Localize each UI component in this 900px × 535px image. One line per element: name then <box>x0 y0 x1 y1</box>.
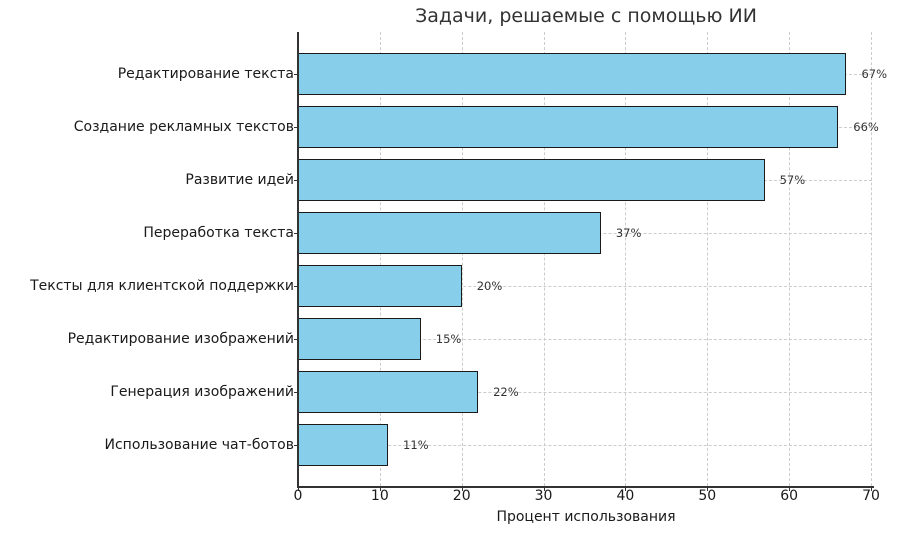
bar <box>298 159 765 201</box>
bar-value-label: 11% <box>403 438 429 452</box>
vertical-gridline <box>543 32 545 486</box>
bar-value-label: 15% <box>435 332 462 346</box>
x-tick <box>871 487 872 491</box>
x-tick-label: 10 <box>370 488 389 504</box>
x-tick-label: 50 <box>698 488 717 504</box>
x-tick-label: 70 <box>862 488 880 504</box>
horizontal-gridline <box>298 339 872 340</box>
y-category-label: Создание рекламных текстов <box>73 119 294 135</box>
x-tick <box>707 487 709 491</box>
x-tick-label: 60 <box>780 488 799 504</box>
y-category-label: Редактирование изображений <box>67 331 294 347</box>
bar <box>298 106 839 148</box>
vertical-gridline <box>379 32 381 486</box>
vertical-gridline <box>789 32 791 486</box>
y-tick <box>294 445 298 446</box>
bar <box>298 53 847 95</box>
y-tick <box>294 180 298 181</box>
bar-value-label: 20% <box>476 279 503 293</box>
x-tick <box>461 487 463 491</box>
x-tick <box>379 487 381 491</box>
chart-title: Задачи, решаемые с помощью ИИ <box>415 5 757 27</box>
y-tick <box>294 392 298 393</box>
vertical-gridline <box>871 32 872 486</box>
x-tick <box>789 487 791 491</box>
y-tick <box>294 74 298 75</box>
bar <box>298 318 421 360</box>
bar-value-label: 66% <box>853 120 879 134</box>
horizontal-gridline <box>298 445 872 446</box>
vertical-gridline <box>707 32 709 486</box>
horizontal-gridline <box>298 392 872 393</box>
bar <box>298 265 462 307</box>
y-category-label: Переработка текста <box>143 225 294 241</box>
x-axis-line <box>297 486 874 488</box>
x-tick-label: 20 <box>452 488 471 504</box>
x-tick-label: 0 <box>293 488 303 504</box>
x-tick <box>298 487 299 491</box>
bar <box>298 371 479 413</box>
x-axis-title: Процент использования <box>496 509 676 525</box>
y-category-label: Развитие идей <box>185 172 294 188</box>
vertical-gridline <box>461 32 463 486</box>
x-tick-label: 30 <box>534 488 553 504</box>
y-tick <box>294 339 298 340</box>
y-category-label: Генерация изображений <box>110 384 294 400</box>
bar <box>298 212 601 254</box>
x-tick-label: 40 <box>616 488 635 504</box>
y-tick <box>294 127 298 128</box>
y-category-label: Редактирование текста <box>117 66 294 82</box>
horizontal-gridline <box>298 286 872 287</box>
y-axis-line <box>297 32 299 487</box>
x-tick <box>543 487 545 491</box>
bar-value-label: 37% <box>615 226 642 240</box>
y-category-label: Тексты для клиентской поддержки <box>30 278 294 294</box>
bar <box>298 424 389 466</box>
y-category-label: Использование чат-ботов <box>104 437 294 453</box>
y-tick <box>294 233 298 234</box>
bar-value-label: 67% <box>861 67 887 81</box>
x-tick <box>625 487 627 491</box>
bar-value-label: 57% <box>779 173 806 187</box>
y-tick <box>294 286 298 287</box>
vertical-gridline <box>625 32 627 486</box>
plot-area: 67% 66% 57% 37% 20% 15% 22% 11% <box>298 32 887 486</box>
bar-value-label: 22% <box>493 385 519 399</box>
